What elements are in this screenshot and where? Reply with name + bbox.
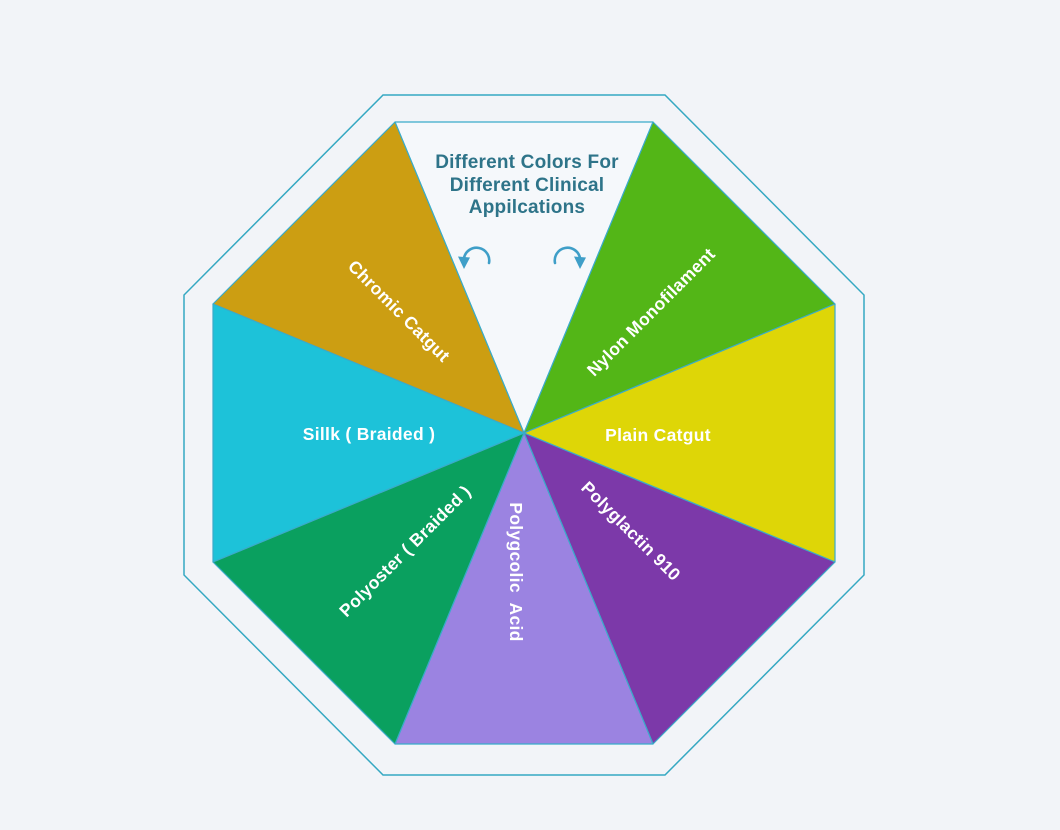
diagram-title-line-1: Different Colors For (435, 152, 619, 173)
diagram-title: Different Colors For Different Clinical … (412, 152, 642, 220)
rotate-clockwise-icon (553, 246, 586, 269)
outer-octagon-outline (183, 94, 865, 776)
wedge-label-plain-catgut: Plain Catgut (605, 425, 711, 445)
rotate-counterclockwise-icon (458, 246, 491, 269)
diagram-title-line-2: Different Clinical (449, 174, 605, 196)
wedge-label-polygcolic-acid: Polygcolic Acid (506, 502, 526, 641)
wedge-label-sillk-braided: Sillk ( Braided ) (303, 424, 436, 444)
wedge-sillk-braided (212, 303, 525, 563)
diagram-title-line-3: Appilcations (468, 197, 586, 218)
